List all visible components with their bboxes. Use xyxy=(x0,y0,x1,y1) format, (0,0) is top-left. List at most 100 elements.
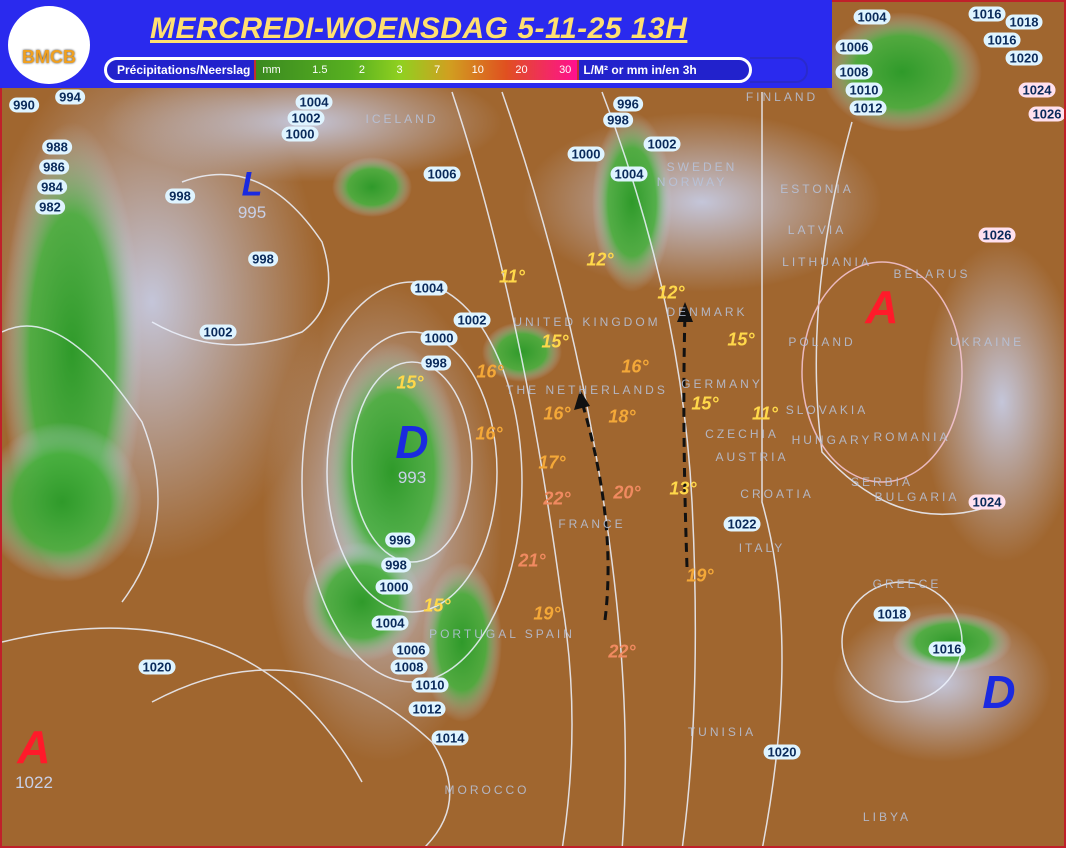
country-label: AUSTRIA xyxy=(715,450,789,464)
isobar-label: 1012 xyxy=(408,701,446,717)
country-label: BULGARIA xyxy=(874,490,960,504)
temperature-label: 11° xyxy=(499,266,525,287)
temperature-label: 15° xyxy=(541,331,569,352)
temperature-label: 11° xyxy=(752,403,778,424)
legend-frame xyxy=(750,57,808,83)
temperature-label: 16° xyxy=(476,361,504,382)
temperature-label: 19° xyxy=(686,565,714,586)
isobar-label: 998 xyxy=(421,355,451,371)
isobar-label: 994 xyxy=(55,89,85,105)
isobar-label: 1004 xyxy=(410,280,448,296)
isobar-label: 982 xyxy=(35,199,65,215)
country-label: DENMARK xyxy=(666,305,748,319)
country-label: LATVIA xyxy=(787,223,847,237)
isobar-label: 1008 xyxy=(835,64,873,80)
isobar-label: 1020 xyxy=(138,659,176,675)
temperature-label: 15° xyxy=(727,329,755,350)
isobar-label: 1012 xyxy=(849,100,887,116)
isobar-label: 988 xyxy=(42,139,72,155)
country-label: GREECE xyxy=(872,577,942,591)
legend-suffix: L/M² or mm in/en 3h xyxy=(583,63,697,77)
isobar-label: 996 xyxy=(385,532,415,548)
isobar-label: 1018 xyxy=(1005,14,1043,30)
country-label: ITALY xyxy=(738,541,786,555)
temperature-label: 18° xyxy=(608,406,636,427)
precipitation-color-scale: mm 1.5 2 3 7 10 20 30 xyxy=(254,60,580,80)
country-label: GERMANY xyxy=(681,377,763,391)
country-label: BELARUS xyxy=(893,267,971,281)
isobar-label: 998 xyxy=(165,188,195,204)
legend-tick: 1.5 xyxy=(312,64,328,76)
country-label: UKRAINE xyxy=(949,335,1025,349)
pressure-center-symbol: A xyxy=(17,721,51,773)
temperature-label: 16° xyxy=(475,423,503,444)
country-label: MOROCCO xyxy=(444,783,530,797)
isobar-label: 998 xyxy=(603,112,633,128)
temperature-label: 12° xyxy=(586,249,614,270)
temperature-label: 12° xyxy=(657,282,685,303)
temperature-label: 15° xyxy=(423,595,451,616)
country-label: TUNISIA xyxy=(687,725,757,739)
logo-text: BMCB xyxy=(22,47,76,67)
isobar-label: 996 xyxy=(613,96,643,112)
isobar-label: 1004 xyxy=(295,94,333,110)
temperature-label: 15° xyxy=(691,393,719,414)
temperature-label: 22° xyxy=(608,641,636,662)
pressure-center-symbol: D xyxy=(395,416,429,468)
country-label: ROMANIA xyxy=(873,430,951,444)
legend-tick: 7 xyxy=(434,64,441,76)
country-label: CZECHIA xyxy=(705,427,779,441)
temperature-label: 16° xyxy=(621,356,649,377)
pressure-center-symbol: D xyxy=(982,666,1016,718)
header-bar: BMCB MERCREDI-WOENSDAG 5-11-25 13H Préci… xyxy=(0,0,832,88)
pressure-center-value: 995 xyxy=(237,203,267,222)
isobar-label: 1004 xyxy=(853,9,891,25)
precipitation-legend: Précipitations/Neerslag mm 1.5 2 3 7 10 … xyxy=(104,57,752,83)
arrowhead-icon xyxy=(574,390,590,410)
temperature-label: 21° xyxy=(518,550,546,571)
isobar-label: 1016 xyxy=(928,641,966,657)
country-label: UNITED KINGDOM xyxy=(513,315,661,329)
pressure-center-value: 993 xyxy=(397,468,427,487)
legend-label: Précipitations/Neerslag xyxy=(117,63,251,77)
country-label: SERBIA xyxy=(850,475,914,489)
pressure-center-symbol: L xyxy=(241,165,263,204)
country-label: LIBYA xyxy=(862,810,912,824)
pressure-center-value: 1022 xyxy=(15,773,53,792)
legend-tick: 20 xyxy=(515,64,528,76)
isobar-label: 1006 xyxy=(392,642,430,658)
isobar-label: 1010 xyxy=(411,677,449,693)
temperature-label: 17° xyxy=(538,452,566,473)
isobar-label: 1002 xyxy=(287,110,325,126)
isobar-label: 1000 xyxy=(281,126,319,142)
temperature-label: 19° xyxy=(533,603,561,624)
isobar-label: 1002 xyxy=(453,312,491,328)
isobar-label: 1024 xyxy=(1018,82,1056,98)
temperature-label: 22° xyxy=(543,488,571,509)
isobar-label: 1006 xyxy=(423,166,461,182)
country-label: NORWAY xyxy=(656,175,728,189)
wind-arrows xyxy=(580,313,689,621)
country-label: HUNGARY xyxy=(791,433,873,447)
isobar-label: 1004 xyxy=(371,615,409,631)
country-label: FINLAND xyxy=(745,90,819,104)
temperature-label: 16° xyxy=(543,403,571,424)
wind-flow-arrow xyxy=(580,401,610,621)
legend-tick: 10 xyxy=(471,64,484,76)
legend-tick: 30 xyxy=(559,64,572,76)
country-label: THE NETHERLANDS xyxy=(506,383,668,397)
isobar-label: 1026 xyxy=(1028,106,1064,122)
country-label: CROATIA xyxy=(740,487,814,501)
isobar-label: 1002 xyxy=(643,136,681,152)
country-label: PORTUGAL SPAIN xyxy=(429,627,575,641)
isobar-label: 1002 xyxy=(199,324,237,340)
isobar-label: 1000 xyxy=(567,146,605,162)
isobar-label: 1006 xyxy=(835,39,873,55)
isobar-label: 1000 xyxy=(375,579,413,595)
forecast-title: MERCREDI-WOENSDAG 5-11-25 13H xyxy=(150,12,688,45)
isobar-label: 1010 xyxy=(845,82,883,98)
isobar-label: 998 xyxy=(381,557,411,573)
temperature-label: 20° xyxy=(613,482,641,503)
isobar-label: 990 xyxy=(9,97,39,113)
